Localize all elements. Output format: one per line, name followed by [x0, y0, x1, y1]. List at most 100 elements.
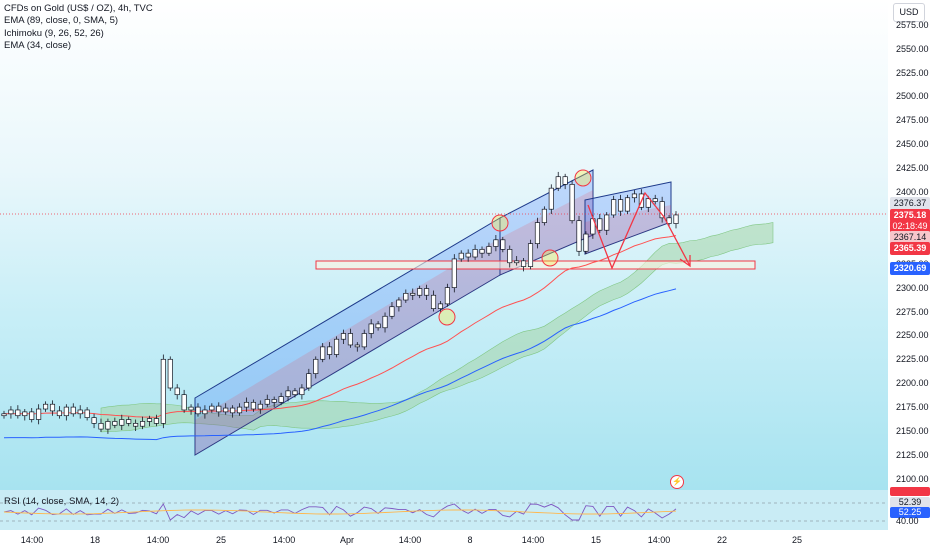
- candle-body: [451, 258, 457, 288]
- candle-body: [465, 252, 471, 258]
- candle-body: [548, 187, 554, 210]
- candle-body: [403, 292, 409, 301]
- candle-body: [611, 199, 617, 216]
- candle-body: [624, 197, 631, 212]
- candle-body: [417, 288, 423, 296]
- candle-body: [140, 421, 146, 427]
- candle-body: [63, 406, 69, 417]
- time-tick: 14:00: [521, 535, 545, 545]
- candle-body: [167, 358, 173, 389]
- price-tick: 2475.00: [896, 115, 929, 126]
- candle-body: [500, 239, 506, 250]
- time-tick: Apr: [339, 535, 355, 545]
- candle-body: [534, 222, 540, 244]
- rsi-badge-2: 52.25: [890, 507, 930, 518]
- rsi-tick-40: 40.00: [896, 516, 919, 526]
- projection-arrow: [679, 255, 691, 268]
- candle-body: [340, 333, 347, 340]
- candle-body: [659, 201, 665, 219]
- candle-body: [507, 249, 513, 264]
- uptrend-channel-red: [195, 238, 500, 455]
- ema34-line: [3, 235, 677, 418]
- candle-body: [631, 193, 637, 199]
- candle-body: [264, 399, 270, 405]
- candle-body: [569, 184, 575, 222]
- candle-body: [437, 303, 444, 309]
- candle-body: [562, 176, 568, 185]
- candle-body: [230, 407, 236, 414]
- candle-body: [126, 419, 132, 424]
- price-tick: 2300.00: [896, 282, 929, 293]
- time-axis[interactable]: [0, 530, 932, 550]
- candle-body: [354, 344, 360, 348]
- candle-body: [375, 323, 381, 329]
- candle-body: [555, 176, 561, 189]
- candle-body: [257, 403, 263, 410]
- candle-body: [49, 403, 56, 412]
- candle-body: [8, 409, 14, 415]
- candle-body: [271, 399, 277, 403]
- candle-body: [576, 220, 582, 252]
- candle-body: [604, 214, 610, 231]
- chart-canvas: [0, 169, 888, 522]
- price-tick: 2450.00: [896, 139, 929, 150]
- candle-body: [673, 214, 679, 224]
- candle-body: [29, 411, 35, 420]
- candle-body: [43, 403, 49, 410]
- pivot-circle: [438, 308, 456, 326]
- candle-body: [472, 249, 478, 258]
- indicator-ema34[interactable]: EMA (34, close): [4, 40, 72, 52]
- candle-body: [320, 346, 326, 360]
- candle-body: [521, 260, 527, 267]
- price-badge-2365: 2365.39: [890, 242, 930, 255]
- candle-body: [236, 406, 243, 414]
- ema-price-badge: 2320.69: [890, 262, 930, 275]
- candle-body: [306, 373, 312, 389]
- price-tick: 2400.00: [896, 187, 929, 197]
- candle-body: [479, 249, 485, 254]
- pivot-circle: [491, 214, 509, 232]
- price-tick: 2100.00: [896, 473, 929, 484]
- indicator-ichimoku[interactable]: Ichimoku (9, 26, 52, 26): [4, 27, 104, 39]
- indicator-ema89[interactable]: EMA (89, close, 0, SMA, 5): [4, 15, 119, 27]
- candle-body: [493, 239, 499, 247]
- price-badge-2367: 2367.14: [890, 231, 930, 244]
- rsi-legend[interactable]: RSI (14, close, SMA, 14, 2): [4, 496, 120, 507]
- candle-body: [98, 423, 104, 430]
- price-tick: 2200.00: [896, 378, 929, 389]
- projection-path: [587, 191, 691, 270]
- candle-body: [1, 413, 7, 417]
- candle-body: [174, 387, 180, 396]
- candle-body: [299, 387, 305, 396]
- candle-body: [313, 358, 319, 374]
- candle-body: [486, 246, 492, 254]
- candle-body: [84, 409, 90, 418]
- candle-body: [292, 390, 298, 396]
- candle-body: [77, 409, 83, 415]
- candle-body: [91, 417, 97, 424]
- candle-body: [22, 411, 28, 417]
- price-tick: 2125.00: [896, 449, 929, 460]
- candle-body: [645, 198, 651, 208]
- time-tick: 14:00: [146, 535, 170, 545]
- time-tick: 25: [791, 535, 803, 545]
- time-tick: 25: [215, 535, 227, 545]
- candle-body: [195, 406, 201, 415]
- currency-button[interactable]: USD: [893, 3, 925, 22]
- candle-body: [424, 288, 430, 296]
- rsi-sma-line: [3, 509, 677, 515]
- symbol-title[interactable]: CFDs on Gold (US$ / OZ), 4h, TVC: [4, 3, 153, 14]
- ema89-line: [3, 288, 677, 441]
- candle-body: [444, 287, 450, 305]
- candle-body: [389, 306, 395, 317]
- candle-body: [382, 315, 388, 329]
- price-tick: 2550.00: [896, 43, 929, 54]
- countdown-badge: 02:18:49: [890, 220, 930, 233]
- price-tick: 2500.00: [896, 91, 929, 102]
- candle-body: [327, 346, 333, 355]
- candle-body: [216, 405, 222, 413]
- lightning-icon[interactable]: ⚡: [670, 475, 684, 489]
- rsi-badge-top: [890, 487, 930, 496]
- candle-body: [347, 333, 353, 346]
- candle-body: [652, 198, 658, 202]
